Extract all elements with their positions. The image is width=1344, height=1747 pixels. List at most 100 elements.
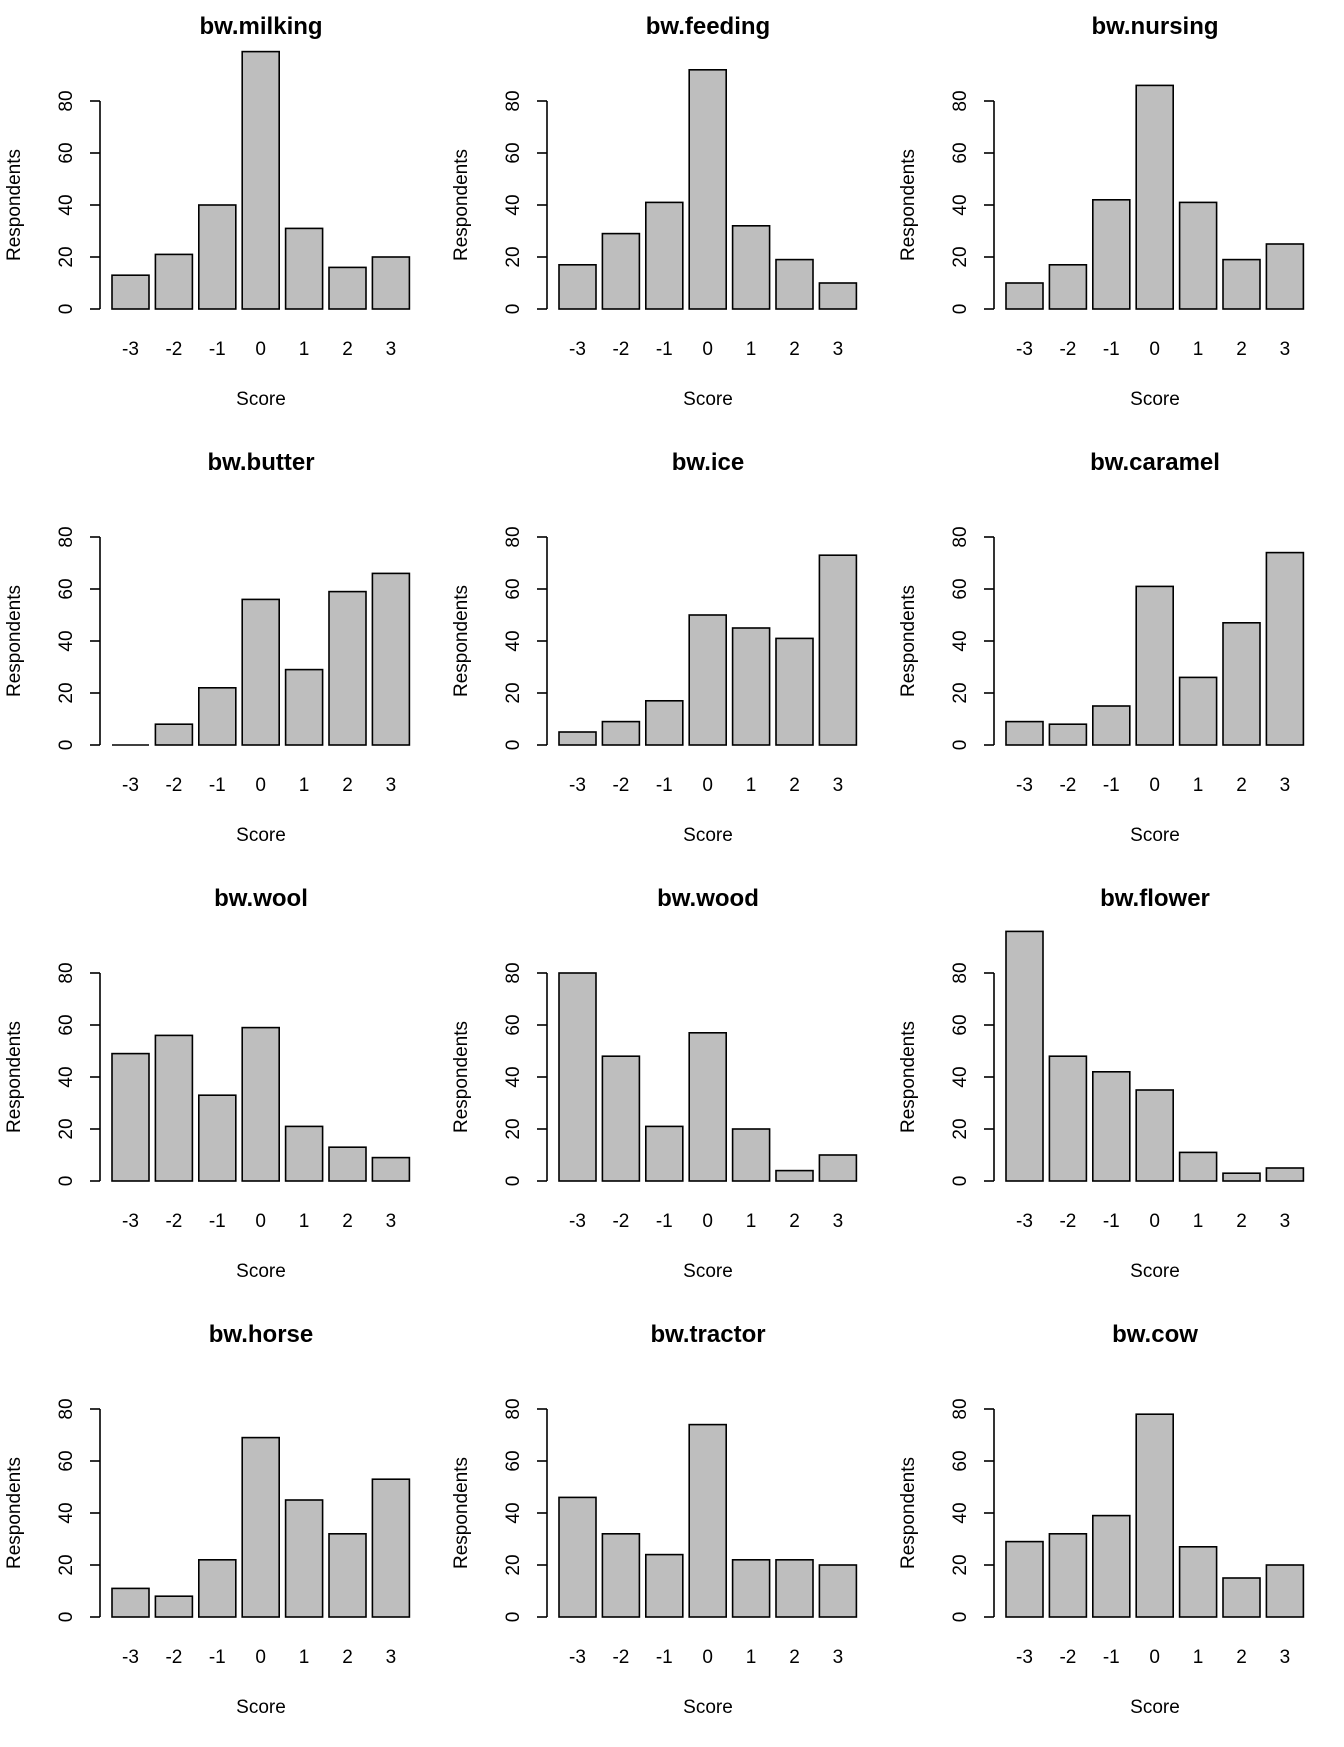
x-axis-label: Score	[683, 1261, 733, 1282]
bar-3	[371, 572, 411, 746]
y-tick-label: 80	[950, 90, 971, 111]
x-tick-label: 3	[1280, 339, 1291, 360]
bar-2	[775, 1559, 814, 1618]
y-tick-label: 80	[56, 526, 77, 547]
x-axis-label: Score	[683, 389, 733, 410]
bar--1	[198, 687, 237, 746]
bar-0	[688, 69, 727, 310]
bar-0	[1135, 84, 1174, 310]
bar-0	[688, 1032, 727, 1182]
x-tick-label: 0	[1149, 775, 1160, 796]
bar--1	[198, 1559, 237, 1618]
x-tick-label: -3	[122, 1211, 139, 1232]
y-tick-label: 0	[56, 1176, 77, 1187]
x-tick-label: -2	[612, 775, 629, 796]
x-axis-label: Score	[1130, 1697, 1180, 1718]
x-tick-label: -2	[165, 1211, 182, 1232]
x-tick-label: 1	[746, 775, 757, 796]
bar-1	[284, 668, 324, 746]
bar--1	[198, 204, 237, 310]
y-tick-label: 0	[503, 740, 524, 751]
bar-1	[731, 1559, 771, 1618]
y-axis-label: Respondents	[451, 1457, 472, 1569]
bar-2	[1222, 1172, 1261, 1182]
x-tick-label: 2	[1236, 1647, 1247, 1668]
y-tick-label: 20	[950, 246, 971, 267]
y-tick-label: 40	[56, 194, 77, 215]
x-axis-label: Score	[236, 1697, 286, 1718]
x-axis-label: Score	[1130, 825, 1180, 846]
bar-1	[1178, 1151, 1218, 1182]
y-tick-label: 20	[503, 246, 524, 267]
bar-2	[775, 637, 814, 746]
bar--3	[1005, 930, 1044, 1182]
y-tick-label: 0	[950, 1176, 971, 1187]
chart-panel-bw-cow: bw.cow 0 20 40 60 80 -3 -2 -1 0 1 2 3 Score Respondent…	[898, 1321, 1305, 1718]
panel-title: bw.wool	[214, 885, 308, 912]
x-tick-label: -2	[612, 339, 629, 360]
bar-2	[328, 590, 367, 746]
x-tick-label: 2	[1236, 1211, 1247, 1232]
y-tick-label: 0	[950, 304, 971, 315]
bar--2	[601, 1055, 641, 1182]
y-axis-label: Respondents	[898, 585, 919, 697]
x-tick-label: 0	[1149, 339, 1160, 360]
x-tick-label: 3	[1280, 775, 1291, 796]
x-tick-label: 2	[342, 775, 353, 796]
x-tick-label: 1	[746, 1647, 757, 1668]
x-tick-label: 3	[386, 1211, 397, 1232]
x-tick-label: -1	[209, 775, 226, 796]
chart-panel-bw-feeding: bw.feeding 0 20 40 60 80 -3 -2 -1 0 1 2 3 Score Respon…	[451, 13, 858, 410]
y-tick-label: 60	[503, 1450, 524, 1471]
y-tick-label: 80	[503, 1398, 524, 1419]
x-tick-label: -1	[656, 775, 673, 796]
y-axis-label: Respondents	[451, 1021, 472, 1133]
bar-1	[284, 1499, 324, 1618]
y-tick-label: 20	[503, 1554, 524, 1575]
x-tick-label: 1	[299, 775, 310, 796]
x-tick-label: 3	[833, 1211, 844, 1232]
x-tick-label: 0	[702, 1211, 713, 1232]
x-tick-label: 0	[702, 775, 713, 796]
bar-3	[818, 1154, 858, 1182]
x-tick-label: -1	[1103, 1211, 1120, 1232]
x-tick-label: 0	[255, 1211, 266, 1232]
y-tick-label: 0	[56, 740, 77, 751]
bar-1	[1178, 1546, 1218, 1618]
x-tick-label: -3	[1016, 1647, 1033, 1668]
x-tick-label: -3	[1016, 775, 1033, 796]
bar--2	[154, 1034, 194, 1182]
x-tick-label: -3	[569, 1647, 586, 1668]
bar-3	[371, 1156, 411, 1182]
y-axis-label: Respondents	[4, 585, 25, 697]
y-tick-label: 60	[950, 1014, 971, 1035]
x-axis-label: Score	[1130, 1261, 1180, 1282]
x-tick-label: -1	[1103, 775, 1120, 796]
y-tick-label: 40	[56, 1066, 77, 1087]
y-tick-label: 80	[56, 90, 77, 111]
x-tick-label: 1	[299, 339, 310, 360]
x-tick-label: -1	[209, 1647, 226, 1668]
x-tick-label: 2	[342, 1211, 353, 1232]
bar-3	[1265, 1167, 1305, 1182]
x-tick-label: -3	[569, 339, 586, 360]
x-tick-label: 3	[386, 339, 397, 360]
bar-2	[328, 1146, 367, 1182]
x-axis-label: Score	[683, 825, 733, 846]
y-tick-label: 20	[56, 246, 77, 267]
panel-title: bw.caramel	[1090, 449, 1220, 476]
bar-1	[731, 225, 771, 310]
bar-1	[1178, 676, 1218, 746]
bar-2	[1222, 1577, 1261, 1618]
x-tick-label: 2	[789, 1211, 800, 1232]
y-tick-label: 80	[950, 1398, 971, 1419]
y-tick-label: 60	[56, 578, 77, 599]
y-tick-label: 0	[56, 304, 77, 315]
y-axis-label: Respondents	[898, 1457, 919, 1569]
x-tick-label: 2	[1236, 775, 1247, 796]
bar--3	[111, 1052, 150, 1182]
y-tick-label: 40	[503, 1066, 524, 1087]
x-tick-label: -3	[569, 775, 586, 796]
x-axis-label: Score	[236, 825, 286, 846]
x-axis-label: Score	[236, 1261, 286, 1282]
